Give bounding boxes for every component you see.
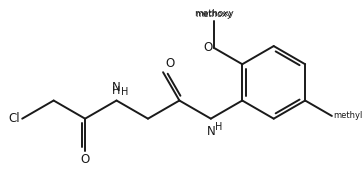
- Text: N: N: [206, 125, 215, 138]
- Text: O: O: [165, 57, 174, 70]
- Text: methoxy: methoxy: [194, 9, 234, 18]
- Text: H: H: [112, 86, 121, 96]
- Text: H: H: [215, 122, 222, 132]
- Text: N: N: [112, 81, 121, 94]
- Text: methoxy: methoxy: [195, 10, 233, 19]
- Text: H: H: [120, 87, 128, 97]
- Text: Cl: Cl: [9, 112, 20, 125]
- Text: O: O: [80, 153, 90, 166]
- Text: methyl: methyl: [334, 111, 363, 120]
- Text: O: O: [203, 41, 212, 54]
